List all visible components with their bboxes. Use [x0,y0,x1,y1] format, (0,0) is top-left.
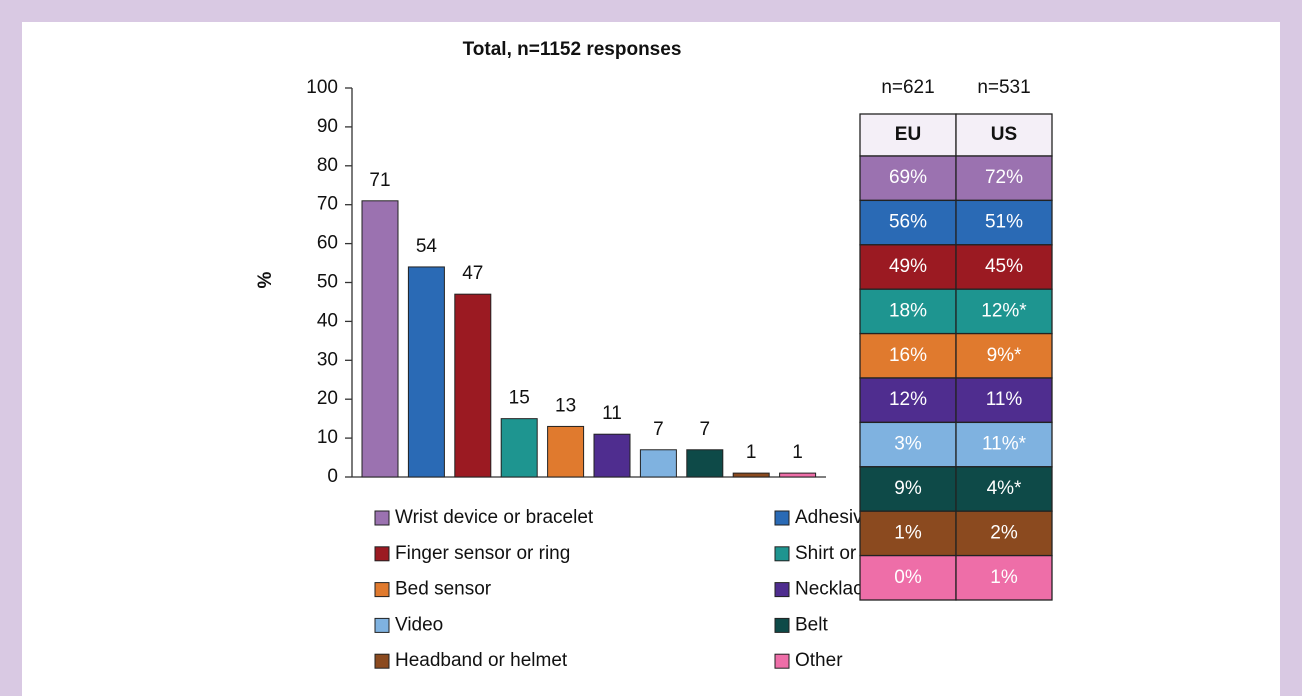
legend-swatch [374,546,390,562]
bar [779,472,817,478]
table-cell-text: 72% [985,167,1023,188]
table-cell-text: 2% [990,522,1018,543]
table-header: US [991,124,1017,145]
y-tick-label: 40 [317,310,338,331]
y-tick-label: 10 [317,427,338,448]
table-header: EU [895,124,921,145]
table-cell-text: 11%* [982,434,1027,455]
table-cell-text: 4%* [987,478,1022,499]
value-label: 11 [602,403,622,424]
table-cell-text: 18% [889,300,927,321]
bar [547,425,585,478]
table-cell [859,377,957,424]
table-header-cell [955,113,1053,157]
table-cell-text: 49% [889,256,927,277]
y-tick-label: 100 [306,77,338,98]
table-cell [955,421,1053,468]
value-label: 7 [653,419,664,440]
legend-label: Necklace [795,579,873,600]
bar [454,293,492,478]
legend-label: Headband or helmet [395,650,568,671]
table-cell-text: 0% [894,567,922,588]
table-cell [859,554,957,601]
table-cell [859,510,957,557]
chart-title: Total, n=1152 responses [463,39,682,60]
value-label: 1 [746,442,757,463]
legend-swatch [774,617,790,633]
legend-swatch [774,546,790,562]
table-cell [955,288,1053,335]
table-cell [955,244,1053,290]
legend-swatch [374,582,390,598]
value-label: 15 [509,388,530,409]
bar [639,449,677,478]
legend-swatch [774,653,790,669]
value-label: 54 [416,236,438,257]
table-cell-text: 45% [985,256,1023,277]
bar [361,200,399,478]
legend-label: Belt [795,614,828,635]
value-label: 13 [555,395,576,416]
table-cell [859,466,957,512]
y-tick-label: 20 [317,388,338,409]
table-cell-text: 56% [889,212,927,233]
y-tick-label: 80 [317,155,338,176]
panel [22,22,1280,696]
table-cell-text: 12%* [981,300,1027,321]
y-axis-label: % [255,271,276,288]
table-cell [955,554,1053,601]
table-cell [955,466,1053,512]
n-label: n=621 [881,77,934,98]
value-label: 71 [369,170,390,191]
table-cell-text: 12% [889,389,927,410]
legend-label: Bed sensor [395,579,492,600]
table-cell-text: 69% [889,167,927,188]
legend-swatch [774,510,790,526]
legend-label: Finger sensor or ring [395,543,570,564]
y-tick-label: 30 [317,349,338,370]
y-tick-label: 0 [327,466,338,487]
table-cell [955,377,1053,424]
table-cell-text: 51% [985,212,1023,233]
y-tick-label: 70 [317,194,338,215]
y-tick-label: 60 [317,233,338,254]
table-cell-text: 9%* [987,345,1022,366]
legend-swatch [774,582,790,598]
n-label: n=531 [977,77,1030,98]
table-cell-text: 16% [889,345,927,366]
table-cell [859,421,957,468]
bar [593,433,631,478]
y-tick-label: 50 [317,272,338,293]
value-label: 1 [792,442,803,463]
table-cell-text: 11% [986,389,1023,410]
legend-swatch [374,617,390,633]
value-label: 47 [462,263,483,284]
legend-swatch [374,510,390,526]
table-cell-text: 1% [990,567,1018,588]
legend-label: Wrist device or bracelet [395,507,594,528]
value-label: 7 [700,419,711,440]
bar [686,449,724,478]
table-cell [955,332,1053,379]
table-cell [955,155,1053,202]
bar [500,418,538,478]
y-tick-label: 90 [317,116,338,137]
table-cell-text: 1% [894,522,922,543]
table-cell-text: 9% [894,478,922,499]
bar [732,472,770,478]
legend-swatch [374,653,390,669]
table-cell-text: 3% [894,434,922,455]
legend-label: Other [795,650,843,671]
bar [407,266,445,478]
legend-label: Video [395,614,443,635]
table-cell [955,199,1053,246]
